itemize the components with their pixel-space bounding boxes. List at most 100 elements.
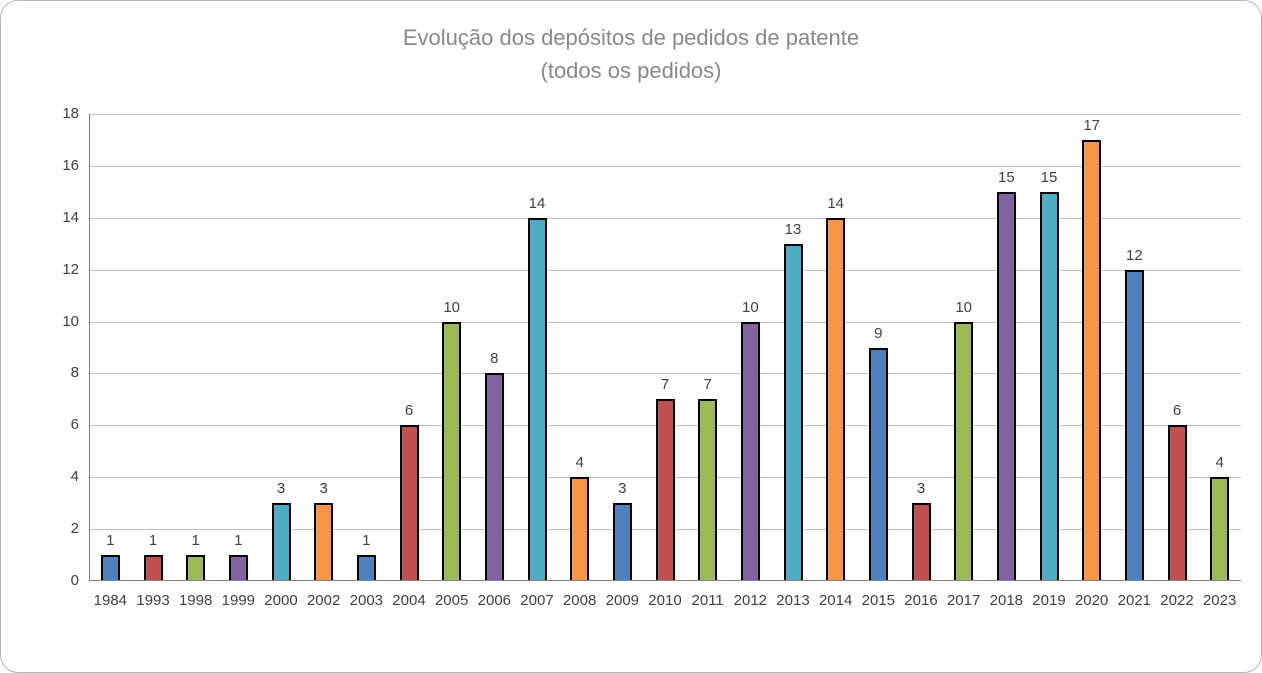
x-tick-label: 1984: [93, 592, 128, 609]
x-tick-label: 2016: [904, 592, 938, 609]
y-tick-label: 12: [62, 260, 79, 278]
bar-value-label: 3: [916, 480, 926, 498]
bar-value-label: 12: [1125, 246, 1143, 264]
bar-2003: [356, 555, 376, 581]
y-tick-label: 8: [70, 364, 79, 382]
x-axis-line: [89, 580, 1241, 581]
bar-2019: [1039, 191, 1059, 581]
bar-2020: [1082, 139, 1102, 581]
x-tick-label: 2012: [733, 592, 768, 609]
x-tick-label: 2000: [264, 592, 298, 609]
x-tick-label: 2002: [306, 592, 341, 609]
x-tick-label: 2014: [818, 592, 853, 609]
x-tick-label: 1998: [178, 592, 213, 609]
y-tick-label: 18: [62, 105, 79, 122]
bar-value-label: 4: [575, 454, 584, 472]
bar-value-label: 1: [362, 532, 371, 550]
bar-1999: [228, 555, 248, 581]
bar-2014: [826, 217, 846, 581]
x-tick-label: 2020: [1074, 592, 1109, 609]
x-tick-label: 2013: [776, 592, 810, 609]
bar-2013: [783, 243, 803, 581]
x-tick-label: 2004: [392, 592, 426, 609]
bar-value-label: 3: [618, 480, 627, 498]
bar-1984: [100, 555, 120, 581]
bar-value-label: 7: [660, 376, 670, 394]
bar-value-label: 10: [741, 298, 759, 316]
x-tick-label: 2023: [1202, 592, 1237, 609]
bar-2010: [655, 399, 675, 581]
bar-value-label: 7: [703, 376, 712, 394]
bar-value-label: 1: [234, 532, 243, 550]
bar-value-label: 4: [1215, 454, 1224, 472]
bar-value-label: 14: [528, 194, 546, 212]
bar-2017: [954, 321, 974, 581]
bar-2008: [570, 477, 590, 581]
bar-1998: [186, 555, 206, 581]
x-tick-label: 2006: [477, 592, 512, 609]
y-tick-label: 2: [70, 520, 79, 538]
gridline: [89, 217, 1241, 219]
bar-value-label: 1: [148, 532, 158, 550]
bar-value-label: 1: [106, 532, 115, 550]
x-tick-label: 2015: [861, 592, 896, 609]
bar-2022: [1167, 425, 1187, 581]
x-tick-label: 2008: [562, 592, 597, 609]
chart-title: Evolução dos depósitos de pedidos de pat…: [1, 21, 1261, 87]
x-tick-label: 2017: [946, 592, 981, 609]
bar-value-label: 13: [784, 220, 802, 238]
bar-2023: [1210, 477, 1230, 581]
y-tick-label: 14: [62, 208, 79, 226]
bar-2021: [1124, 269, 1144, 581]
y-tick-label: 6: [70, 416, 79, 434]
bar-value-label: 15: [997, 168, 1015, 186]
bar-2006: [484, 373, 504, 581]
y-axis-line: [89, 114, 90, 581]
gridline: [89, 269, 1241, 271]
x-tick-label: 1993: [136, 592, 170, 609]
bar-2009: [612, 503, 632, 581]
gridline: [89, 373, 1241, 375]
x-tick-label: 2005: [434, 592, 469, 609]
x-tick-label: 2007: [520, 592, 554, 609]
bar-value-label: 6: [404, 402, 414, 420]
bar-value-label: 14: [827, 194, 844, 212]
bar-value-label: 9: [874, 324, 883, 342]
x-tick-label: 2011: [691, 592, 724, 609]
bar-2005: [442, 321, 462, 581]
x-tick-label: 2003: [349, 592, 384, 609]
bar-value-label: 17: [1083, 116, 1100, 134]
bar-value-label: 6: [1172, 402, 1182, 420]
bar-2007: [527, 217, 547, 581]
bar-value-label: 3: [319, 480, 328, 498]
x-tick-label: 2009: [605, 592, 640, 609]
bar-value-label: 8: [490, 350, 499, 368]
bar-value-label: 1: [191, 532, 200, 550]
bar-value-label: 10: [443, 298, 460, 316]
x-tick-label: 2022: [1160, 592, 1194, 609]
bar-2012: [740, 321, 760, 581]
bar-2016: [911, 503, 931, 581]
bar-value-label: 3: [276, 480, 286, 498]
gridline: [89, 165, 1241, 167]
bar-2011: [698, 399, 718, 581]
y-tick-label: 10: [62, 312, 79, 330]
chart-title-line1: Evolução dos depósitos de pedidos de pat…: [402, 25, 860, 50]
bar-2000: [271, 503, 291, 581]
bar-2002: [314, 503, 334, 581]
bar-value-label: 15: [1040, 168, 1058, 186]
y-tick-label: 4: [70, 468, 79, 486]
bar-1993: [143, 555, 163, 581]
bar-2004: [399, 425, 419, 581]
y-tick-label: 16: [62, 156, 79, 174]
x-tick-label: 1999: [221, 592, 256, 609]
x-tick-label: 2021: [1117, 592, 1152, 609]
bar-2018: [996, 191, 1016, 581]
x-tick-label: 2018: [989, 592, 1024, 609]
chart-title-line2: (todos os pedidos): [540, 58, 722, 83]
gridline: [89, 114, 1241, 115]
y-tick-label: 0: [70, 572, 79, 589]
gridline: [89, 321, 1241, 323]
plot-area: 1 1 1 1 3 3 1 6 10 8 14 4 3 7 7 10 13 14 9 3 10 15 15 17 12 6 4: [89, 114, 1241, 581]
